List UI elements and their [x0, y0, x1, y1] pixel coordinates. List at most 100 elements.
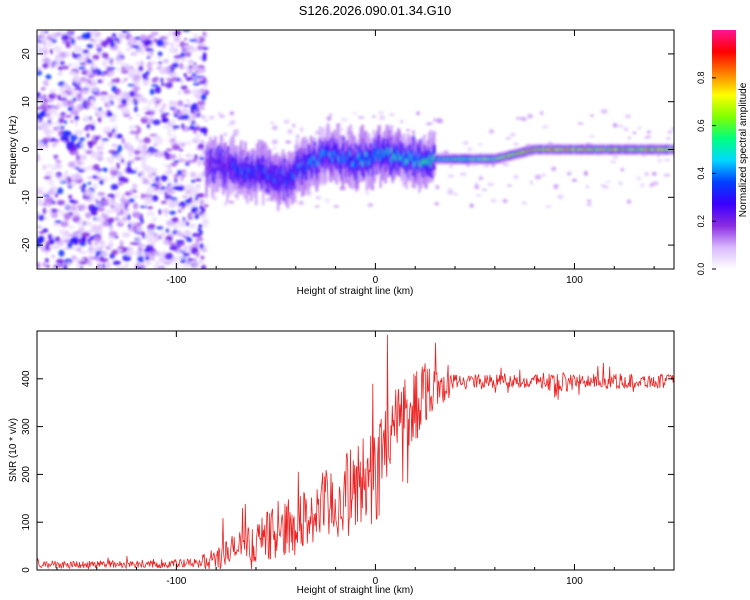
noise-blob	[121, 66, 125, 70]
noise-blob	[123, 144, 129, 150]
noise-blob	[91, 65, 97, 70]
noise-blob	[90, 235, 95, 241]
noise-blob	[68, 63, 73, 67]
noise-blob	[177, 220, 184, 225]
noise-blob	[137, 243, 146, 249]
noise-blob	[467, 147, 473, 152]
colorbar-label: Normalized spectral amplitude	[738, 82, 749, 217]
noise-blob	[181, 114, 190, 121]
noise-blob	[173, 58, 180, 64]
noise-blob	[48, 188, 56, 196]
noise-blob	[158, 61, 163, 65]
y-tick-label: 20	[21, 48, 32, 60]
noise-blob	[80, 142, 86, 148]
noise-blob	[65, 138, 70, 144]
colorbar-tick-label: 0.2	[696, 215, 706, 228]
noise-blob	[192, 264, 199, 268]
noise-blob	[115, 191, 120, 199]
noise-blob	[43, 123, 52, 126]
noise-blob	[51, 244, 60, 250]
noise-blob	[69, 110, 79, 115]
noise-blob	[56, 187, 64, 195]
noise-blob	[124, 202, 128, 210]
noise-blob	[47, 210, 51, 214]
noise-blob	[152, 119, 161, 126]
noise-blob	[557, 194, 564, 199]
noise-blob	[47, 116, 54, 121]
noise-blob	[193, 206, 199, 212]
noise-blob	[37, 67, 41, 72]
noise-blob	[78, 137, 86, 142]
noise-blob	[432, 117, 437, 123]
noise-blob	[223, 132, 227, 136]
noise-blob	[145, 233, 153, 239]
noise-blob	[141, 264, 146, 269]
noise-blob	[97, 109, 105, 117]
noise-blob	[138, 261, 142, 267]
noise-blob	[156, 226, 164, 230]
noise-blob	[108, 72, 115, 76]
noise-blob	[83, 100, 92, 107]
noise-blob	[434, 201, 440, 206]
noise-blob	[101, 60, 108, 67]
noise-blob	[67, 177, 71, 185]
noise-blob	[469, 203, 474, 208]
noise-blob	[124, 78, 128, 81]
noise-blob	[172, 76, 177, 81]
noise-blob	[183, 37, 188, 41]
noise-blob	[177, 90, 182, 96]
noise-blob	[110, 202, 117, 207]
x-tick-label: 0	[373, 275, 379, 286]
noise-blob	[197, 227, 202, 232]
noise-blob	[626, 199, 632, 205]
noise-blob	[545, 204, 552, 209]
noise-blob	[72, 215, 80, 223]
noise-blob	[54, 139, 60, 143]
noise-blob	[37, 92, 41, 96]
noise-blob	[154, 260, 161, 265]
noise-blob	[295, 134, 300, 139]
noise-blob	[502, 162, 506, 166]
noise-blob	[197, 67, 204, 75]
noise-blob	[53, 62, 58, 68]
noise-blob	[73, 45, 83, 53]
noise-blob	[507, 184, 512, 187]
noise-blob	[42, 45, 47, 52]
noise-blob	[37, 153, 40, 161]
noise-blob	[42, 207, 47, 215]
noise-blob	[663, 159, 671, 162]
noise-blob	[96, 71, 103, 76]
noise-blob	[181, 56, 186, 62]
noise-blob	[170, 218, 178, 221]
noise-blob	[97, 51, 102, 55]
noise-blob	[49, 48, 54, 55]
noise-blob	[101, 138, 109, 142]
noise-blob	[108, 231, 118, 237]
noise-blob	[51, 254, 55, 259]
noise-blob	[627, 136, 631, 140]
noise-blob	[140, 218, 144, 225]
noise-blob	[87, 176, 93, 179]
noise-blob	[166, 220, 174, 227]
noise-blob	[477, 142, 483, 146]
noise-blob	[667, 130, 673, 134]
noise-blob	[154, 86, 162, 94]
noise-blob	[185, 160, 195, 163]
noise-blob	[642, 154, 646, 157]
noise-blob	[99, 257, 109, 263]
noise-blob	[133, 156, 142, 161]
noise-blob	[151, 194, 159, 202]
noise-blob	[56, 32, 62, 36]
noise-blob	[58, 249, 65, 257]
noise-blob	[112, 154, 117, 159]
noise-blob	[63, 120, 67, 125]
noise-blob	[665, 136, 672, 141]
noise-blob	[144, 255, 150, 261]
noise-blob	[73, 173, 82, 181]
noise-blob	[116, 153, 122, 161]
noise-blob	[624, 114, 632, 119]
noise-blob	[99, 179, 104, 185]
noise-blob	[192, 72, 197, 77]
noise-blob	[199, 127, 208, 134]
noise-blob	[183, 245, 187, 252]
